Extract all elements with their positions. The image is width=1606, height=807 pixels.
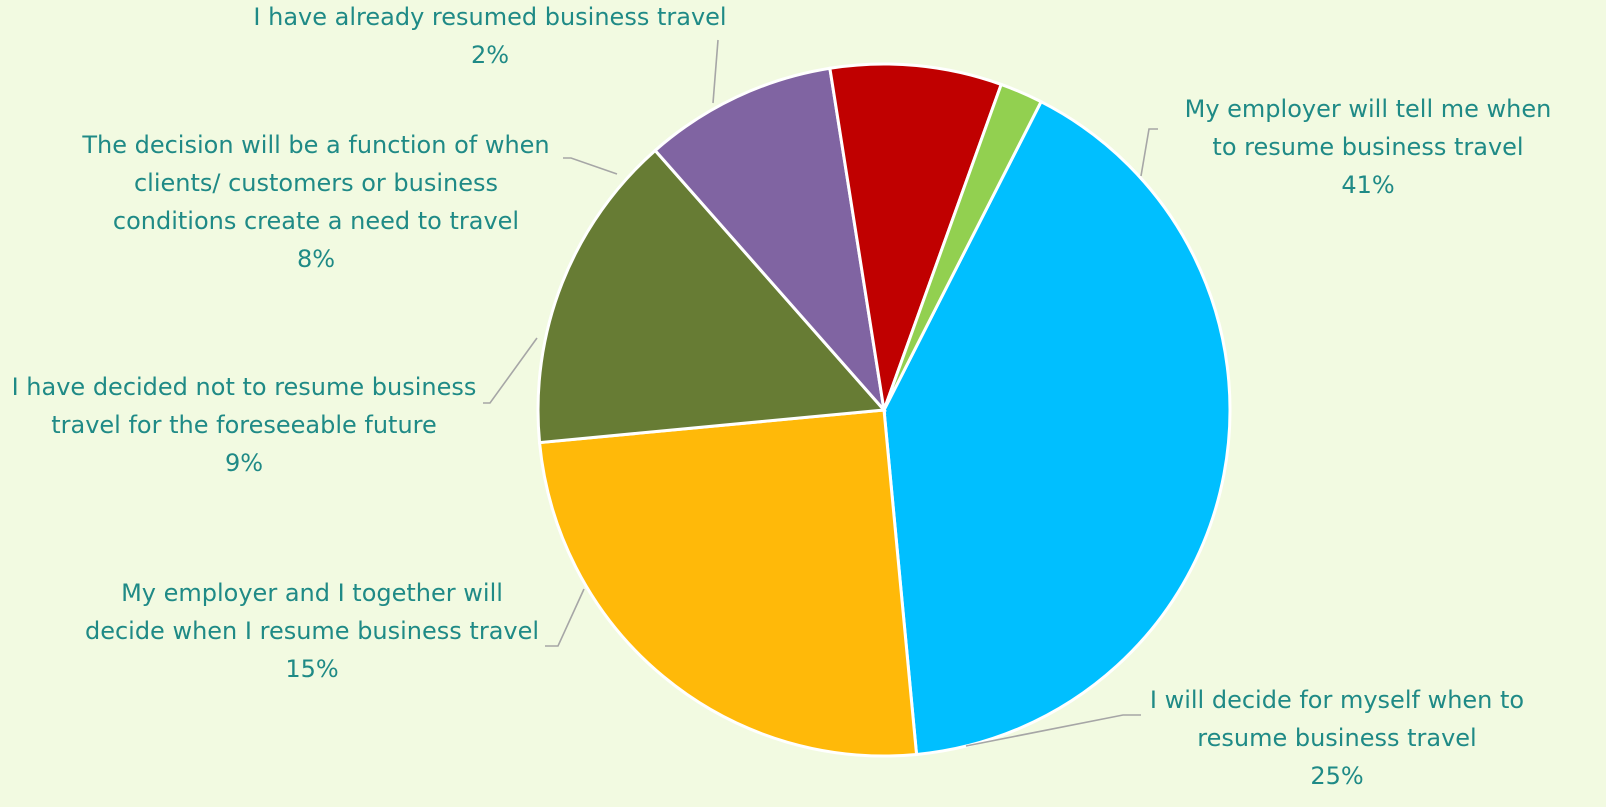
pie-slice [882, 99, 1232, 757]
pie-slices [536, 62, 1232, 758]
leader-line [965, 714, 1141, 747]
slice-category-label: clients/ customers or business [134, 169, 498, 197]
slice-category-label: I will decide for myself when to [1150, 686, 1524, 714]
pie-slice [882, 82, 1044, 411]
slice-label: I have already resumed business travel 2% [253, 3, 726, 69]
slice-category-label: My employer and I together will [121, 579, 503, 607]
pie-slice [536, 148, 888, 445]
slice-category-label: conditions create a need to travel [113, 207, 519, 235]
slice-label: I have decided not to resume business tra… [12, 373, 477, 477]
slice-category-label: travel for the foreseeable future [51, 411, 437, 439]
slice-category-label: I have decided not to resume business [12, 373, 477, 401]
slice-category-label: My employer will tell me when [1185, 95, 1552, 123]
slice-label: My employer and I together will decide wh… [85, 579, 539, 683]
leader-line [545, 588, 585, 647]
slice-label: The decision will be a function of when c… [81, 131, 549, 273]
slice-value-label: 2% [471, 41, 509, 69]
slice-label: My employer will tell me when to resume b… [1185, 95, 1552, 199]
slice-labels: My employer will tell me when to resume b… [12, 3, 1552, 790]
leader-line [483, 337, 538, 404]
slice-category-label: resume business travel [1197, 724, 1476, 752]
pie-slice [828, 62, 1004, 411]
slice-category-label: The decision will be a function of when [81, 131, 549, 159]
leader-line [1140, 128, 1158, 177]
slice-category-label: decide when I resume business travel [85, 617, 539, 645]
slice-value-label: 9% [225, 449, 263, 477]
slice-category-label: I have already resumed business travel [253, 3, 726, 31]
slice-label: I will decide for myself when to resume b… [1150, 686, 1524, 790]
slice-value-label: 15% [285, 655, 338, 683]
leader-line [563, 157, 618, 175]
slice-value-label: 41% [1341, 171, 1394, 199]
pie-slice [653, 66, 887, 415]
pie-slice [537, 408, 919, 758]
leader-line [712, 39, 719, 104]
leader-lines [483, 39, 1158, 747]
slice-category-label: to resume business travel [1212, 133, 1523, 161]
slice-value-label: 25% [1310, 762, 1363, 790]
slice-value-label: 8% [297, 245, 335, 273]
